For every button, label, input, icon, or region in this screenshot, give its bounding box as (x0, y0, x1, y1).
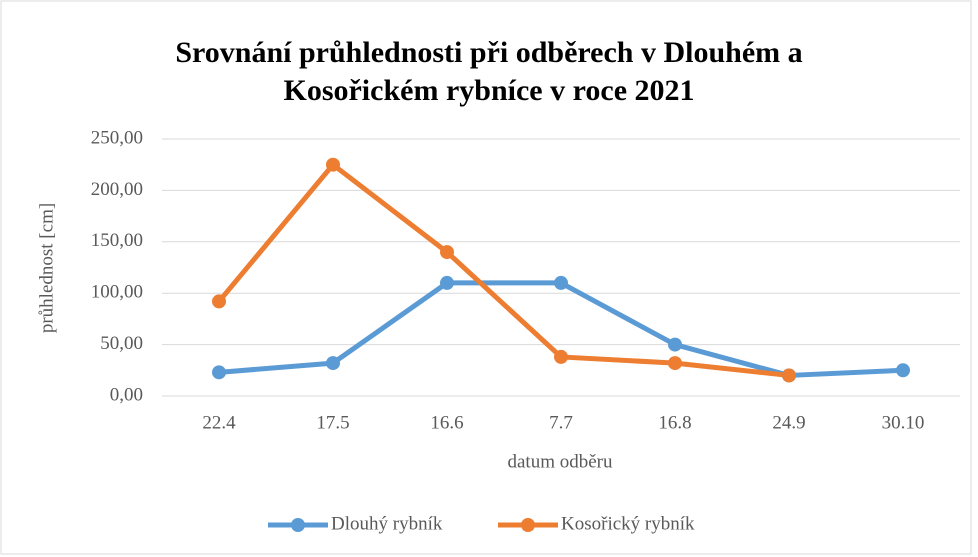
legend-label: Kosořický rybník (561, 513, 695, 534)
x-tick-label: 7.7 (549, 412, 573, 433)
data-point (554, 349, 568, 364)
series-line (217, 162, 790, 378)
chart-title: Srovnání průhlednosti při odběrech v Dlo… (175, 36, 802, 69)
y-tick-label: 100,00 (91, 282, 143, 303)
y-axis-label: průhlednost [cm] (36, 203, 57, 333)
y-tick-label: 0,00 (110, 384, 143, 405)
data-point (212, 294, 226, 309)
data-point (782, 368, 796, 383)
data-point (896, 363, 910, 378)
y-tick-label: 200,00 (91, 179, 143, 200)
x-tick-label: 17.5 (316, 412, 349, 433)
x-tick-label: 24.9 (772, 412, 805, 433)
data-point (554, 275, 568, 290)
legend-marker (291, 518, 305, 532)
chart-title: Kosořickém rybníce v roce 2021 (283, 74, 694, 107)
legend-marker (521, 518, 535, 532)
x-axis-label: datum odběru (507, 451, 613, 472)
legend-label: Dlouhý rybník (331, 513, 443, 534)
data-point (440, 245, 454, 260)
x-tick-label: 22.4 (202, 412, 236, 433)
data-point (668, 356, 682, 371)
y-tick-label: 50,00 (100, 333, 143, 354)
y-tick-label: 150,00 (91, 230, 143, 251)
x-tick-label: 30.10 (882, 412, 925, 433)
y-tick-label: 250,00 (91, 127, 143, 148)
data-point (440, 275, 454, 290)
data-point (212, 365, 226, 380)
data-point (326, 157, 340, 172)
data-point (668, 337, 682, 352)
x-tick-label: 16.8 (658, 412, 691, 433)
data-point (326, 356, 340, 371)
x-tick-label: 16.6 (430, 412, 463, 433)
